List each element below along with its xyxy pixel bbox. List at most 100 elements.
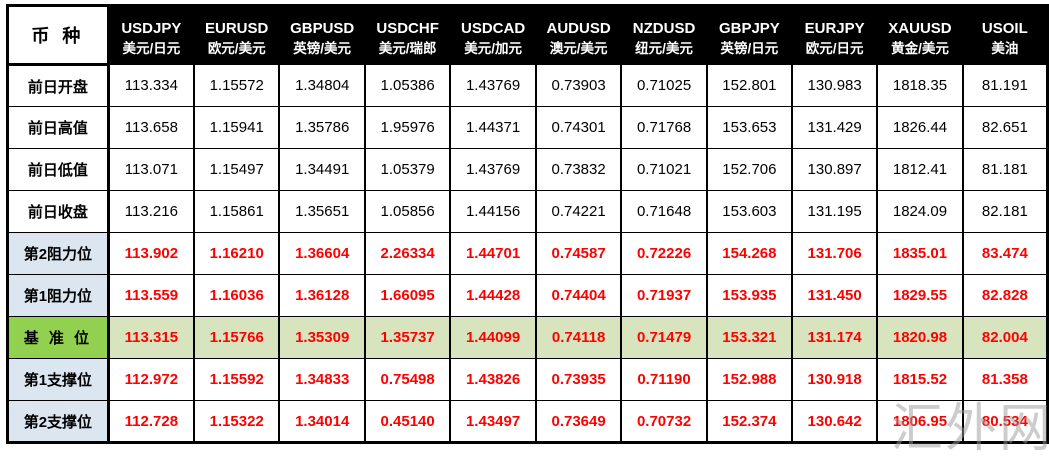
cell-value: 1.43826 — [449, 358, 537, 401]
cell-value: 1835.01 — [876, 232, 964, 275]
column-name-cn: 澳元/美元 — [549, 41, 608, 56]
column-symbol: EURUSD — [205, 20, 269, 37]
cell-value: 1.35786 — [278, 106, 366, 149]
column-header-eurusd: EURUSD 欧元/美元 — [192, 5, 281, 65]
cell-value: 152.706 — [705, 148, 794, 191]
table-row: 前日收盘 113.216 1.15861 1.35651 1.05856 1.44156 0… — [6, 190, 1049, 233]
cell-value: 1820.98 — [876, 316, 964, 359]
column-header-eurjpy: EURJPY 欧元/日元 — [791, 5, 879, 65]
cell-value: 1.43769 — [449, 148, 537, 191]
cell-value: 1.34491 — [278, 148, 366, 191]
cell-value: 0.73649 — [534, 400, 623, 443]
cell-value: 1.43497 — [449, 400, 537, 443]
cell-value: 1.05386 — [363, 64, 452, 107]
cell-value: 1.35651 — [278, 190, 366, 233]
cell-value: 1.66095 — [363, 274, 452, 317]
row-label: 第1阻力位 — [6, 274, 110, 317]
cell-value: 1.95976 — [363, 106, 452, 149]
cell-value: 82.181 — [961, 190, 1049, 233]
column-symbol: GBPJPY — [718, 20, 780, 37]
cell-value: 153.653 — [705, 106, 794, 149]
cell-value: 1.44428 — [449, 274, 537, 317]
row-label: 前日低值 — [6, 148, 110, 191]
cell-value: 1.34804 — [278, 64, 366, 107]
cell-value: 130.918 — [791, 358, 879, 401]
header-row: 币 种 USDJPY 美元/日元 EURUSD 欧元/美元 GBPUSD 英镑/美元 USD… — [6, 4, 1049, 66]
cell-value: 153.935 — [705, 274, 794, 317]
cell-value: 0.70732 — [620, 400, 708, 443]
table-row: 基 准 位 113.315 1.15766 1.35309 1.35737 1.44099… — [6, 316, 1049, 359]
cell-value: 1818.35 — [876, 64, 964, 107]
cell-value: 131.450 — [791, 274, 879, 317]
cell-value: 81.191 — [961, 64, 1049, 107]
cell-value: 153.321 — [705, 316, 794, 359]
cell-value: 153.603 — [705, 190, 794, 233]
column-symbol: EURJPY — [804, 20, 865, 37]
cell-value: 1.34833 — [278, 358, 366, 401]
table-row: 前日高值 113.658 1.15941 1.35786 1.95976 1.44371 0… — [6, 106, 1049, 149]
cell-value: 1.34014 — [278, 400, 366, 443]
cell-value: 0.72226 — [620, 232, 708, 275]
column-symbol: GBPUSD — [290, 20, 355, 37]
column-header-usdchf: USDCHF 美元/瑞郎 — [363, 5, 452, 65]
column-header-usdcad: USDCAD 美元/加元 — [449, 5, 537, 65]
column-name-cn: 英镑/美元 — [293, 41, 352, 56]
cell-value: 1.35737 — [363, 316, 452, 359]
cell-value: 1.44701 — [449, 232, 537, 275]
fx-rate-table: 币 种 USDJPY 美元/日元 EURUSD 欧元/美元 GBPUSD 英镑/美元 USD… — [6, 4, 1049, 444]
cell-value: 0.73832 — [534, 148, 623, 191]
cell-value: 82.004 — [961, 316, 1049, 359]
cell-value: 1.36604 — [278, 232, 366, 275]
row-label: 第2阻力位 — [6, 232, 110, 275]
cell-value: 1.44156 — [449, 190, 537, 233]
column-header-gbpusd: GBPUSD 英镑/美元 — [278, 5, 366, 65]
table-header: 币 种 USDJPY 美元/日元 EURUSD 欧元/美元 GBPUSD 英镑/美元 USD… — [6, 4, 1049, 66]
cell-value: 113.216 — [107, 190, 195, 233]
column-header-nzdusd: NZDUSD 纽元/美元 — [620, 5, 708, 65]
cell-value: 152.801 — [705, 64, 794, 107]
column-symbol: AUDUSD — [546, 20, 611, 37]
cell-value: 0.71021 — [620, 148, 708, 191]
cell-value: 0.45140 — [363, 400, 452, 443]
cell-value: 1.15322 — [192, 400, 281, 443]
table-row: 第2阻力位 113.902 1.16210 1.36604 2.26334 1.44701… — [6, 232, 1049, 275]
cell-value: 113.071 — [107, 148, 195, 191]
column-symbol: USDCAD — [461, 20, 526, 37]
cell-value: 131.429 — [791, 106, 879, 149]
cell-value: 113.334 — [107, 64, 195, 107]
cell-value: 0.74404 — [534, 274, 623, 317]
cell-value: 0.73903 — [534, 64, 623, 107]
cell-value: 1.15941 — [192, 106, 281, 149]
column-symbol: XAUUSD — [888, 20, 952, 37]
column-name-cn: 美元/加元 — [464, 41, 522, 56]
cell-value: 131.174 — [791, 316, 879, 359]
cell-value: 1.15592 — [192, 358, 281, 401]
cell-value: 1.44099 — [449, 316, 537, 359]
column-name-cn: 欧元/美元 — [207, 41, 266, 56]
cell-value: 1.05856 — [363, 190, 452, 233]
row-label: 前日高值 — [6, 106, 110, 149]
row-label: 第2支撑位 — [6, 400, 110, 443]
cell-value: 1806.95 — [876, 400, 964, 443]
cell-value: 131.195 — [791, 190, 879, 233]
cell-value: 1.15572 — [192, 64, 281, 107]
cell-value: 113.658 — [107, 106, 195, 149]
column-name-cn: 欧元/日元 — [805, 41, 864, 56]
table-row: 前日开盘 113.334 1.15572 1.34804 1.05386 1.43769 0… — [6, 64, 1049, 107]
table-row: 前日低值 113.071 1.15497 1.34491 1.05379 1.43769 0… — [6, 148, 1049, 191]
cell-value: 1.05379 — [363, 148, 452, 191]
cell-value: 1824.09 — [876, 190, 964, 233]
column-name-cn: 美元/瑞郎 — [378, 41, 437, 56]
cell-value: 0.74118 — [534, 316, 623, 359]
cell-value: 1.44371 — [449, 106, 537, 149]
cell-value: 0.71025 — [620, 64, 708, 107]
cell-value: 152.374 — [705, 400, 794, 443]
cell-value: 113.315 — [107, 316, 195, 359]
cell-value: 1.15497 — [192, 148, 281, 191]
cell-value: 0.74587 — [534, 232, 623, 275]
cell-value: 0.71768 — [620, 106, 708, 149]
cell-value: 83.474 — [961, 232, 1049, 275]
column-header-audusd: AUDUSD 澳元/美元 — [534, 5, 623, 65]
row-label: 前日开盘 — [6, 64, 110, 107]
column-header-usoil: USOIL 美油 — [961, 5, 1049, 65]
